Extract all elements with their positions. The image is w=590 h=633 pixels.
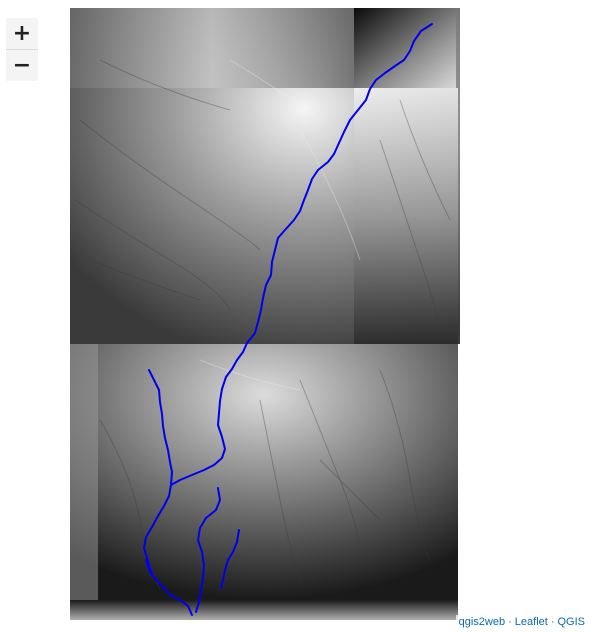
attribution-separator: · bbox=[550, 616, 555, 628]
zoom-control: + − bbox=[6, 18, 38, 81]
attribution-separator: · bbox=[508, 616, 512, 628]
attribution-link-qgis[interactable]: QGIS bbox=[557, 616, 585, 628]
attribution-link-leaflet[interactable]: Leaflet bbox=[514, 616, 548, 628]
map-attribution: qgis2web · Leaflet · QGIS bbox=[455, 615, 588, 629]
elevation-raster bbox=[70, 8, 460, 620]
zoom-out-button[interactable]: − bbox=[6, 49, 38, 81]
left-tributary-line[interactable] bbox=[148, 369, 173, 486]
river-network bbox=[143, 23, 433, 616]
zoom-in-button[interactable]: + bbox=[12, 21, 32, 46]
middle-tributary-line[interactable] bbox=[195, 487, 221, 613]
side-branch-line[interactable] bbox=[145, 559, 157, 581]
main-river-line[interactable] bbox=[143, 23, 433, 616]
attribution-link-qgis2web[interactable]: qgis2web bbox=[458, 616, 506, 628]
right-tributary-line[interactable] bbox=[220, 529, 240, 589]
